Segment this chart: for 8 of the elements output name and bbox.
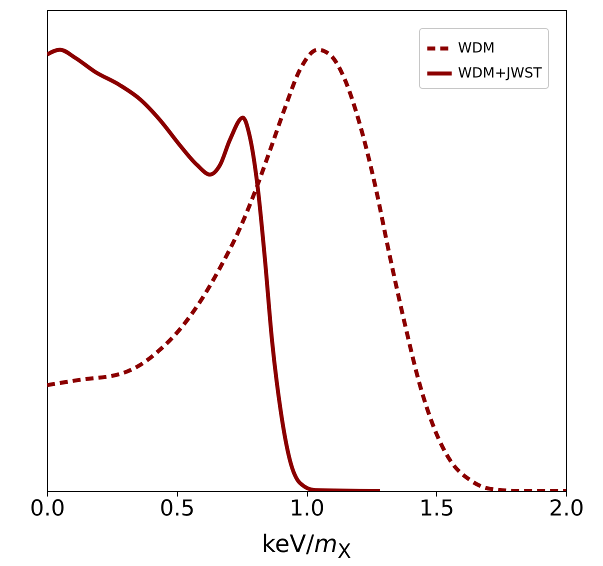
legend-label: WDM+JWST	[458, 66, 542, 82]
legend-label: WDM	[458, 40, 495, 56]
x-axis-title: keV/m$_{X}$	[260, 530, 352, 563]
x-tick-label: 0.0	[30, 496, 65, 522]
x-tick-label: 0.5	[160, 496, 195, 522]
x-tick-label: 1.5	[419, 496, 454, 522]
x-tick-label: 1.0	[290, 496, 324, 522]
x-tick-label: 2.0	[549, 496, 584, 522]
